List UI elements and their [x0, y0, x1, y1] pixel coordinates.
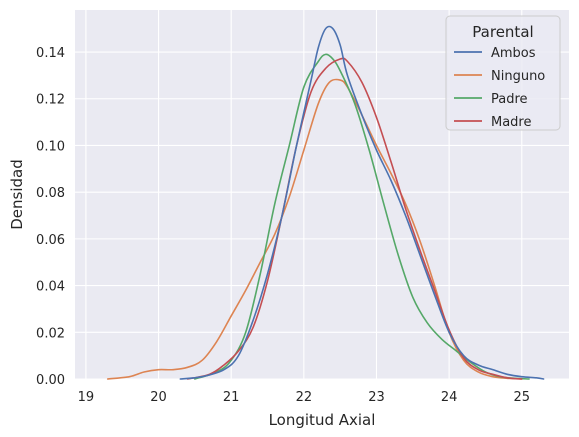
y-tick-label: 0.02 [36, 326, 65, 341]
series-lines [106, 25, 545, 380]
series-line-ambos [179, 25, 545, 380]
x-tick-label: 24 [441, 390, 458, 405]
legend: Parental Ambos Ninguno Padre Madre [445, 15, 561, 131]
x-tick-label: 20 [150, 390, 167, 405]
legend-label-ambos: Ambos [491, 46, 536, 61]
series-line-madre [186, 57, 523, 380]
x-tick-label: 22 [296, 390, 313, 405]
y-tick-label: 0.04 [36, 280, 65, 295]
y-axis-label: Densidad [8, 159, 26, 230]
x-axis-ticks: 19 20 21 22 23 24 25 [78, 390, 530, 405]
series-line-padre [194, 53, 530, 380]
y-tick-label: 0.08 [36, 186, 65, 201]
y-tick-label: 0.10 [36, 139, 65, 154]
legend-label-padre: Padre [491, 92, 528, 107]
y-tick-label: 0.00 [36, 373, 65, 388]
x-axis-label: Longitud Axial [269, 411, 376, 429]
legend-label-ninguno: Ninguno [491, 69, 545, 84]
x-tick-label: 19 [78, 390, 95, 405]
legend-label-madre: Madre [491, 115, 532, 130]
legend-title: Parental [472, 23, 533, 41]
y-axis-ticks: 0.00 0.02 0.04 0.06 0.08 0.10 0.12 0.14 [36, 46, 65, 388]
x-tick-label: 23 [368, 390, 385, 405]
y-tick-label: 0.06 [36, 233, 65, 248]
grid [75, 10, 569, 380]
y-tick-label: 0.12 [36, 93, 65, 108]
x-tick-label: 21 [223, 390, 240, 405]
legend-box [445, 15, 561, 131]
y-tick-label: 0.14 [36, 46, 65, 61]
x-tick-label: 25 [514, 390, 531, 405]
